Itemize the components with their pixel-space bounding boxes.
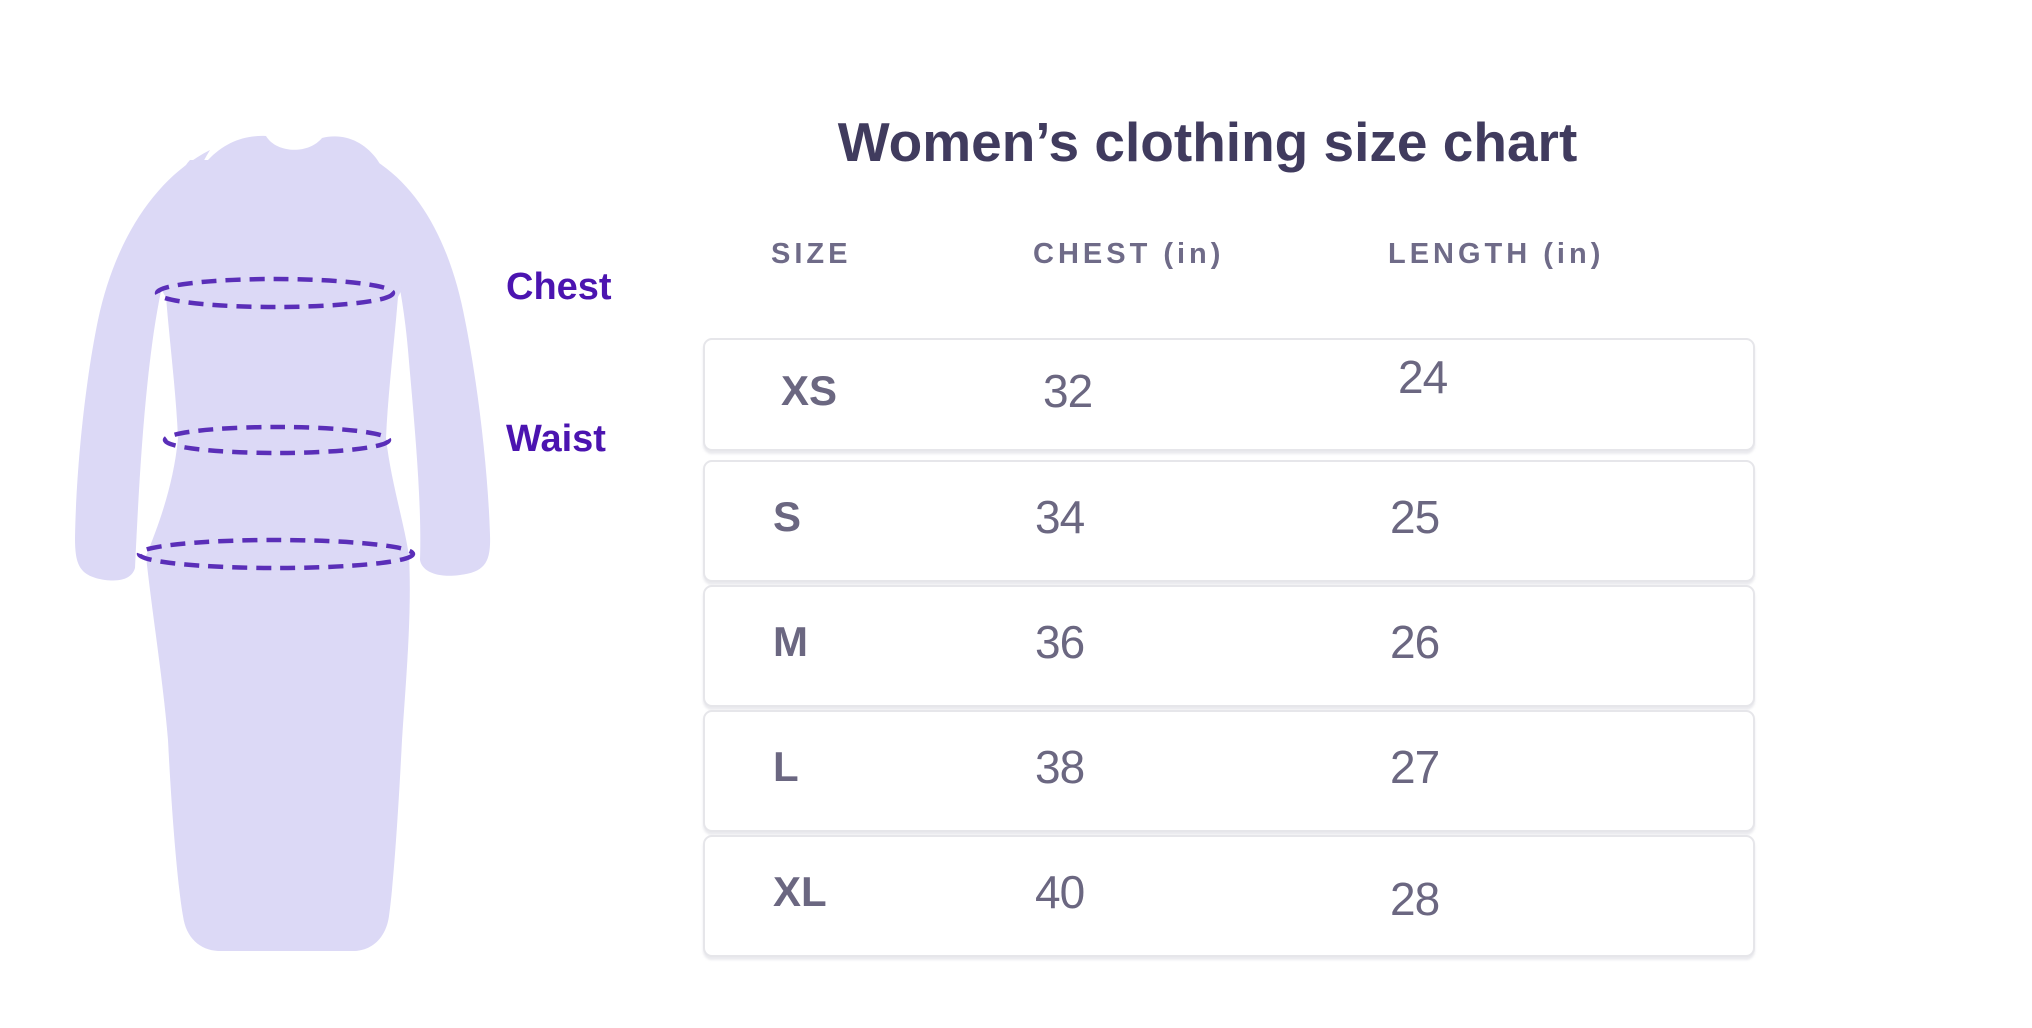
size-cell: XL — [773, 868, 827, 915]
waist-label: Waist — [506, 418, 606, 460]
chest-cell: 32 — [1043, 364, 1093, 417]
chest-label: Chest — [506, 266, 612, 308]
chest-cell: 34 — [1035, 491, 1085, 543]
size-table: SIZE CHEST (in) LENGTH (in) XS 32 24 S 3… — [703, 238, 1755, 960]
waist-measure-line — [162, 424, 392, 456]
dress-left-sleeve-shape — [75, 150, 210, 581]
column-header-chest: CHEST (in) — [1033, 238, 1225, 270]
length-cell: 28 — [1390, 873, 1440, 925]
table-row-m: M 36 26 — [703, 585, 1755, 707]
size-cell: S — [773, 493, 802, 540]
hip-measure-line — [136, 537, 416, 571]
size-table-header: SIZE CHEST (in) LENGTH (in) — [703, 238, 1755, 338]
chest-cell: 40 — [1035, 866, 1085, 918]
length-cell: 26 — [1390, 616, 1440, 668]
chest-cell: 36 — [1035, 616, 1085, 668]
column-header-size: SIZE — [771, 238, 852, 270]
length-cell: 27 — [1390, 741, 1440, 793]
table-row-l: L 38 27 — [703, 710, 1755, 832]
dress-illustration — [75, 135, 491, 951]
page-title: Women’s clothing size chart — [837, 111, 1578, 173]
table-row-s: S 34 25 — [703, 460, 1755, 582]
size-cell: M — [773, 618, 808, 665]
length-cell: 25 — [1390, 491, 1440, 543]
table-row-xs: XS 32 24 — [703, 338, 1755, 451]
chest-measure-line — [154, 276, 396, 310]
dress-body-shape — [146, 135, 410, 951]
table-row-xl: XL 40 28 — [703, 835, 1755, 957]
size-cell: L — [773, 743, 799, 790]
size-cell: XS — [781, 366, 838, 414]
length-cell: 24 — [1398, 350, 1448, 403]
size-table-body: XS 32 24 S 34 25 M 36 26 L 38 27 XL — [703, 338, 1755, 957]
column-header-length: LENGTH (in) — [1388, 238, 1605, 270]
chest-cell: 38 — [1035, 741, 1085, 793]
dress-right-sleeve-shape — [355, 150, 491, 576]
